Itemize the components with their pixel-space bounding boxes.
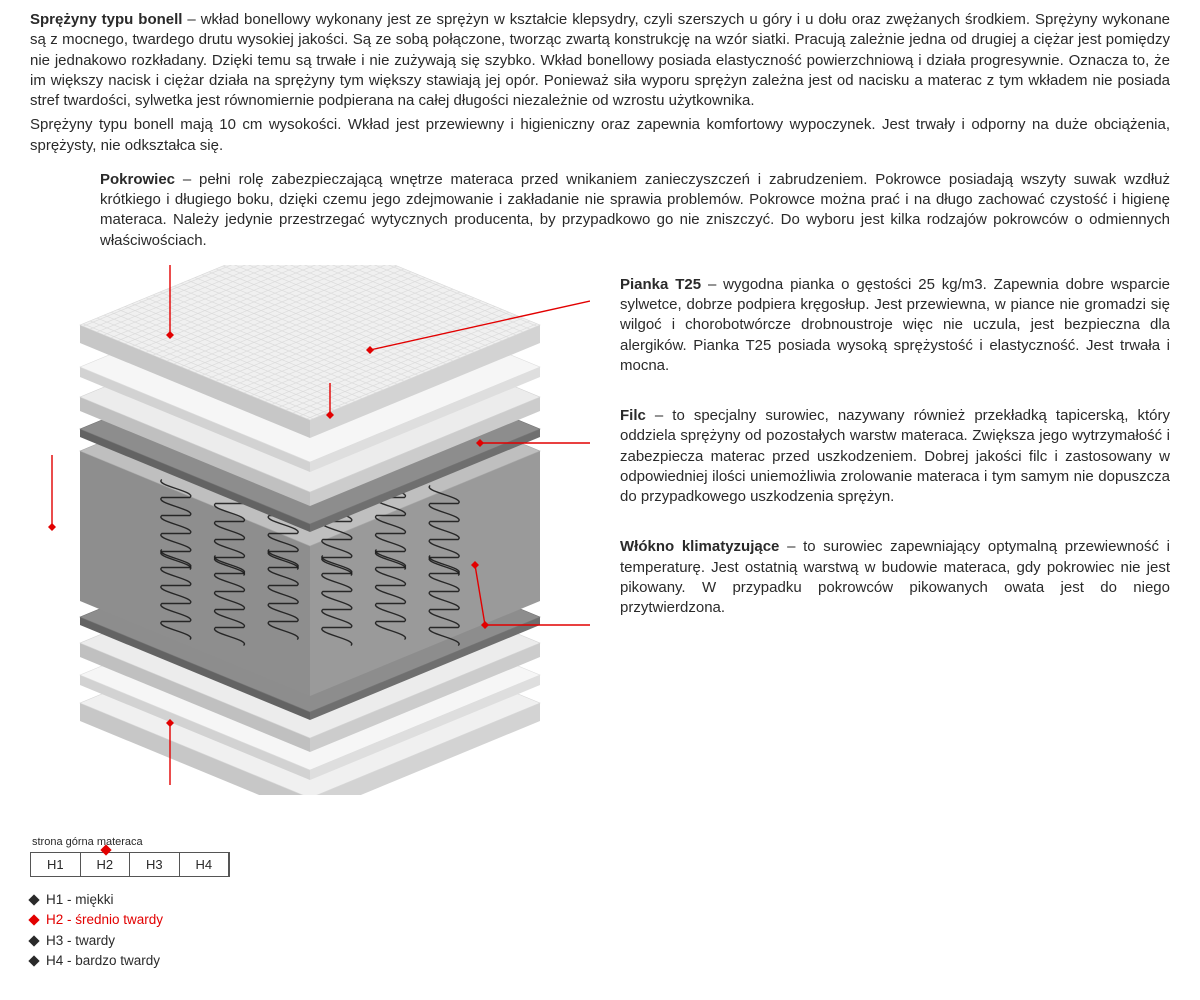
mattress-diagram — [30, 265, 590, 795]
hardness-item: H3 - twardy — [30, 932, 1170, 950]
diagram-row: Pianka T25 – wygodna pianka o gęstości 2… — [30, 265, 1170, 795]
hardness-cell: H4 — [180, 853, 230, 877]
intro-paragraph-1: Sprężyny typu bonell – wkład bonellowy w… — [30, 10, 1170, 111]
hardness-item-label: H4 - bardzo twardy — [46, 952, 160, 970]
annotation-column: Pianka T25 – wygodna pianka o gęstości 2… — [590, 265, 1170, 649]
diamond-icon — [28, 955, 39, 966]
hardness-item: H2 - średnio twardy — [30, 911, 1170, 929]
annotation-pianka-head: Pianka T25 — [620, 276, 701, 293]
pokrowiec-paragraph: Pokrowiec – pełni rolę zabezpieczającą w… — [100, 170, 1170, 251]
intro-paragraph-2: Sprężyny typu bonell mają 10 cm wysokośc… — [30, 115, 1170, 156]
hardness-item-label: H1 - miękki — [46, 891, 114, 909]
pokrowiec-heading: Pokrowiec — [100, 171, 175, 188]
annotation-filc: Filc – to specjalny surowiec, nazywany r… — [620, 406, 1170, 507]
hardness-item-label: H2 - średnio twardy — [46, 911, 163, 929]
annotation-filc-head: Filc — [620, 407, 646, 424]
hardness-cell: H1 — [31, 853, 81, 877]
hardness-list: H1 - miękki H2 - średnio twardy H3 - tward… — [30, 891, 1170, 970]
hardness-cell: H2 — [81, 853, 131, 877]
annotation-pianka-body: – wygodna pianka o gęstości 25 kg/m3. Za… — [620, 276, 1170, 374]
hardness-legend: strona górna materaca H1H2H3H4 H1 - mięk… — [30, 835, 1170, 970]
mattress-layers-svg — [30, 265, 590, 795]
legend-top-label: strona górna materaca — [32, 835, 1170, 850]
intro-body-1: – wkład bonellowy wykonany jest ze spręż… — [30, 11, 1170, 109]
annotation-pianka: Pianka T25 – wygodna pianka o gęstości 2… — [620, 275, 1170, 376]
hardness-item-label: H3 - twardy — [46, 932, 115, 950]
pokrowiec-body: – pełni rolę zabezpieczającą wnętrze mat… — [100, 171, 1170, 249]
diamond-icon — [28, 935, 39, 946]
annotation-filc-body: – to specjalny surowiec, nazywany równie… — [620, 407, 1170, 505]
annotation-wlokno-head: Włókno klimatyzujące — [620, 538, 779, 555]
hardness-item: H1 - miękki — [30, 891, 1170, 909]
annotation-wlokno: Włókno klimatyzujące – to surowiec zapew… — [620, 537, 1170, 618]
hardness-item: H4 - bardzo twardy — [30, 952, 1170, 970]
diamond-icon — [28, 915, 39, 926]
hardness-cell: H3 — [130, 853, 180, 877]
diamond-icon — [28, 895, 39, 906]
intro-heading: Sprężyny typu bonell — [30, 11, 182, 28]
hardness-scale: H1H2H3H4 — [30, 852, 230, 878]
